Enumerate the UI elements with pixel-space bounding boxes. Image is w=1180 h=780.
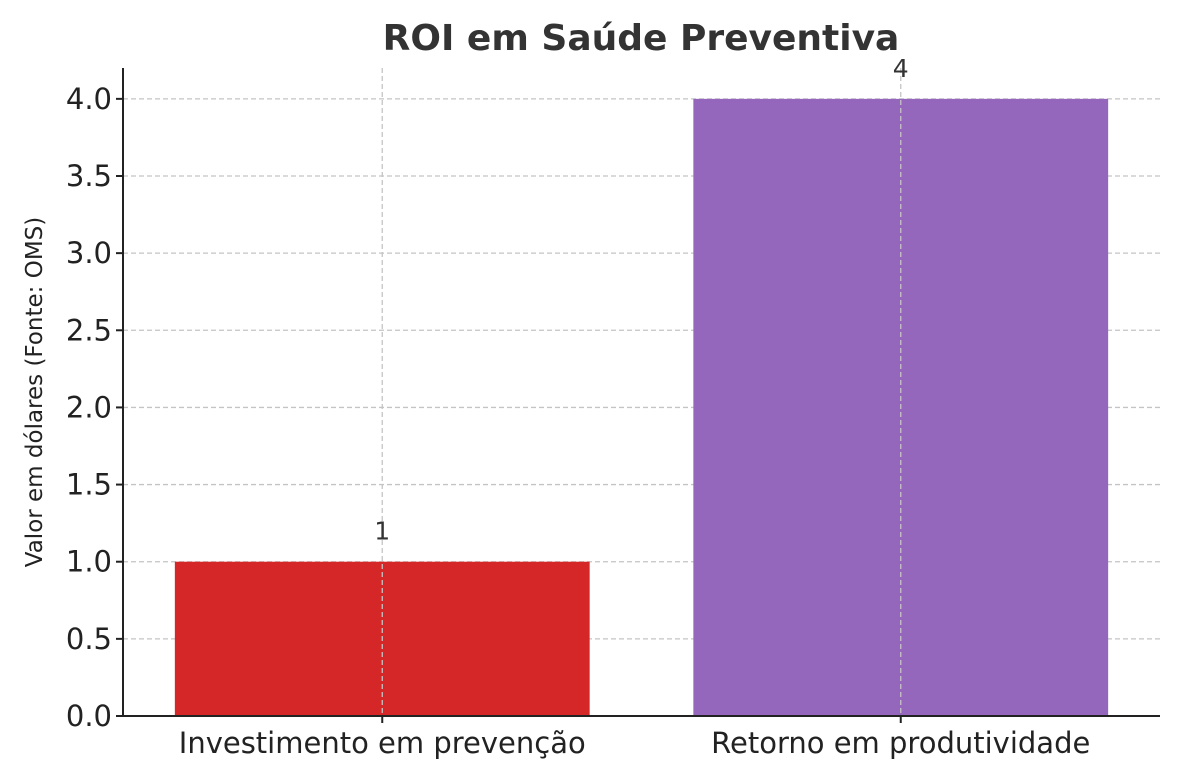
y-tick-label: 1.5 (66, 468, 112, 502)
y-ticks: 0.0 0.5 1.0 1.5 2.0 2.5 3.0 3.5 4.0 (66, 82, 123, 733)
y-axis-label: Valor em dólares (Fonte: OMS) (22, 217, 48, 567)
chart-title: ROI em Saúde Preventiva (383, 18, 900, 59)
data-label: 4 (893, 54, 909, 83)
y-tick-label: 2.0 (66, 390, 112, 424)
bars (174, 98, 1109, 717)
y-tick-label: 4.0 (66, 82, 112, 116)
x-ticks: Investimento em prevenção Retorno em prod… (179, 716, 1090, 760)
vertical-grid (381, 68, 902, 716)
y-tick-label: 1.0 (66, 545, 112, 579)
y-tick-label: 3.0 (66, 236, 112, 270)
y-tick-label: 0.5 (66, 622, 112, 656)
data-label: 1 (374, 517, 390, 546)
x-tick-label: Retorno em produtividade (711, 726, 1090, 760)
y-tick-label: 0.0 (66, 699, 112, 733)
y-tick-label: 2.5 (66, 313, 112, 347)
data-labels: 14 (374, 54, 908, 546)
x-tick-label: Investimento em prevenção (179, 726, 586, 760)
y-tick-label: 3.5 (66, 159, 112, 193)
